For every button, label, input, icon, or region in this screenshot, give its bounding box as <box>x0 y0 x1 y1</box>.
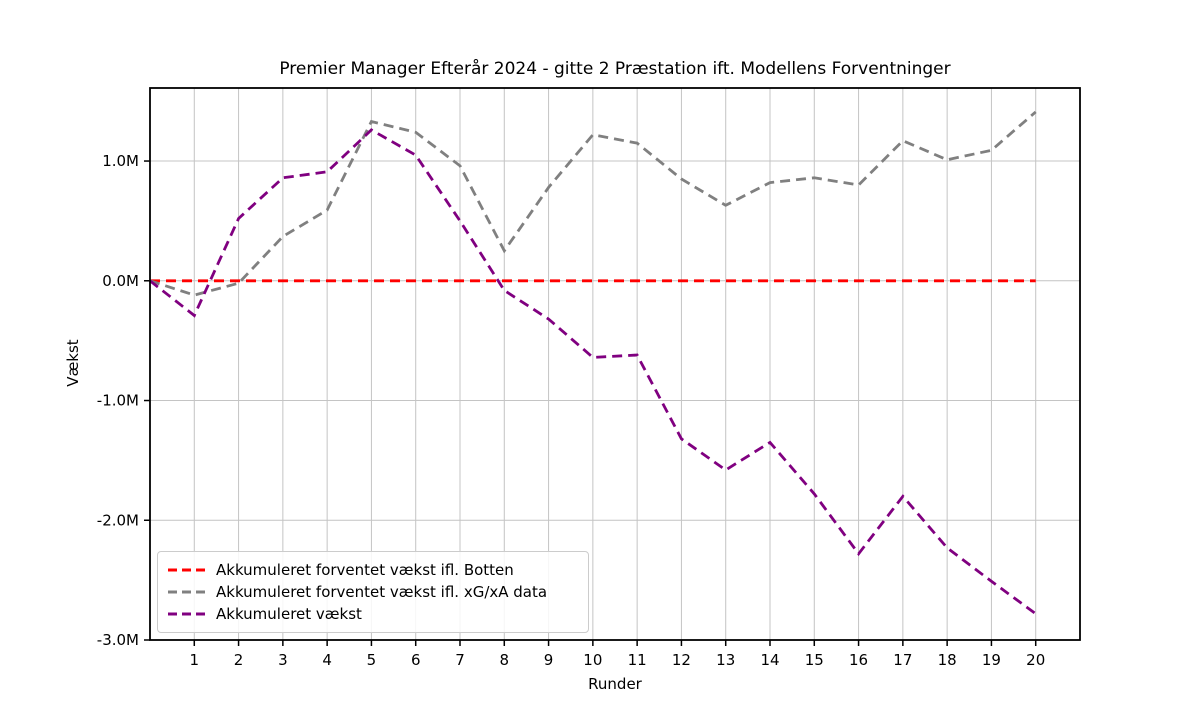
x-tick-label: 2 <box>234 651 244 669</box>
y-tick-label: 1.0M <box>102 152 139 170</box>
x-axis-label: Runder <box>588 675 642 693</box>
x-tick-label: 1 <box>190 651 200 669</box>
x-tick-label: 3 <box>278 651 288 669</box>
x-tick-label: 18 <box>938 651 957 669</box>
legend-label-vaekst: Akkumuleret vækst <box>216 605 362 623</box>
x-tick-label: 15 <box>805 651 824 669</box>
x-tick-label: 12 <box>672 651 691 669</box>
legend-item-botten: Akkumuleret forventet vækst ifl. Botten <box>168 559 578 581</box>
x-tick-label: 4 <box>322 651 332 669</box>
legend-label-botten: Akkumuleret forventet vækst ifl. Botten <box>216 561 514 579</box>
series-line-vaekst <box>149 128 1037 615</box>
legend-item-vaekst: Akkumuleret vækst <box>168 603 578 625</box>
y-axis-ticks: 1.0M 0.0M -1.0M -2.0M -3.0M <box>97 152 150 649</box>
y-tick-label: -1.0M <box>97 392 139 410</box>
series-line-xgxa <box>149 110 1037 297</box>
x-tick-label: 19 <box>982 651 1001 669</box>
x-tick-label: 6 <box>411 651 421 669</box>
x-tick-label: 16 <box>849 651 868 669</box>
y-tick-label: 0.0M <box>102 272 139 290</box>
y-tick-label: -2.0M <box>97 511 139 529</box>
legend-dash-sample-botten <box>168 568 206 572</box>
x-tick-label: 20 <box>1026 651 1045 669</box>
x-tick-label: 17 <box>893 651 912 669</box>
y-axis-label: Vækst <box>64 339 82 387</box>
legend-dash-sample-vaekst <box>168 612 206 616</box>
legend: Akkumuleret forventet vækst ifl. Botten A… <box>157 551 589 633</box>
x-tick-label: 8 <box>500 651 510 669</box>
x-axis-ticks: 1 2 3 4 5 6 7 8 9 10 11 12 13 14 15 16 17 18 19 20 <box>190 640 1045 669</box>
x-tick-label: 9 <box>544 651 554 669</box>
legend-item-xgxa: Akkumuleret forventet vækst ifl. xG/xA d… <box>168 581 578 603</box>
x-tick-label: 11 <box>628 651 647 669</box>
legend-label-xgxa: Akkumuleret forventet vækst ifl. xG/xA d… <box>216 583 548 601</box>
chart-title: Premier Manager Efterår 2024 - gitte 2 P… <box>279 59 951 79</box>
x-tick-label: 13 <box>716 651 735 669</box>
x-tick-label: 10 <box>583 651 602 669</box>
x-tick-label: 5 <box>367 651 377 669</box>
x-tick-label: 14 <box>760 651 779 669</box>
axes-frame <box>149 87 1081 641</box>
x-tick-label: 7 <box>455 651 465 669</box>
legend-dash-sample-xgxa <box>168 590 206 594</box>
y-tick-label: -3.0M <box>97 631 139 649</box>
